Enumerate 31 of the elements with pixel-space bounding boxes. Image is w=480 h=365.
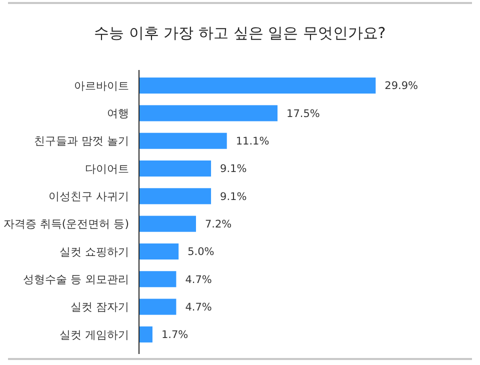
data-label: 5.0% xyxy=(188,246,214,258)
y-tick-label: 아르바이트 xyxy=(74,79,129,92)
y-tick-label: 여행 xyxy=(107,107,129,120)
y-tick-label: 성형수술 등 외모관리 xyxy=(23,272,129,286)
bar xyxy=(139,160,212,177)
y-tick-label: 자격증 취득(운전면허 등) xyxy=(3,218,129,231)
bar xyxy=(139,298,176,315)
chart-title: 수능 이후 가장 하고 싶은 일은 무엇인가요? xyxy=(94,24,386,42)
y-tick-label: 다이어트 xyxy=(85,162,129,176)
bar xyxy=(139,78,376,94)
data-label: 4.7% xyxy=(185,274,212,286)
data-label: 7.2% xyxy=(204,218,232,231)
y-tick-label: 친구들과 맘껏 놀기 xyxy=(34,134,129,148)
data-label: 9.1% xyxy=(220,163,247,176)
bar xyxy=(139,243,179,260)
data-label: 4.7% xyxy=(185,301,212,314)
data-label: 1.7% xyxy=(161,329,188,342)
data-label: 9.1% xyxy=(220,190,247,203)
y-tick-label: 실컷 게임하기 xyxy=(60,328,129,342)
data-label: 29.9% xyxy=(384,80,418,92)
bar xyxy=(139,271,176,288)
y-tick-label: 실컷 잠자기 xyxy=(70,300,129,314)
bar xyxy=(139,105,278,122)
bar xyxy=(139,132,227,149)
data-label: 11.1% xyxy=(236,136,270,148)
bar xyxy=(139,188,212,204)
bar xyxy=(139,216,196,232)
data-label: 17.5% xyxy=(286,108,320,120)
bar xyxy=(139,326,152,342)
y-tick-label: 실컷 쇼핑하기 xyxy=(60,245,129,258)
y-tick-label: 이성친구 사귀기 xyxy=(48,190,129,204)
